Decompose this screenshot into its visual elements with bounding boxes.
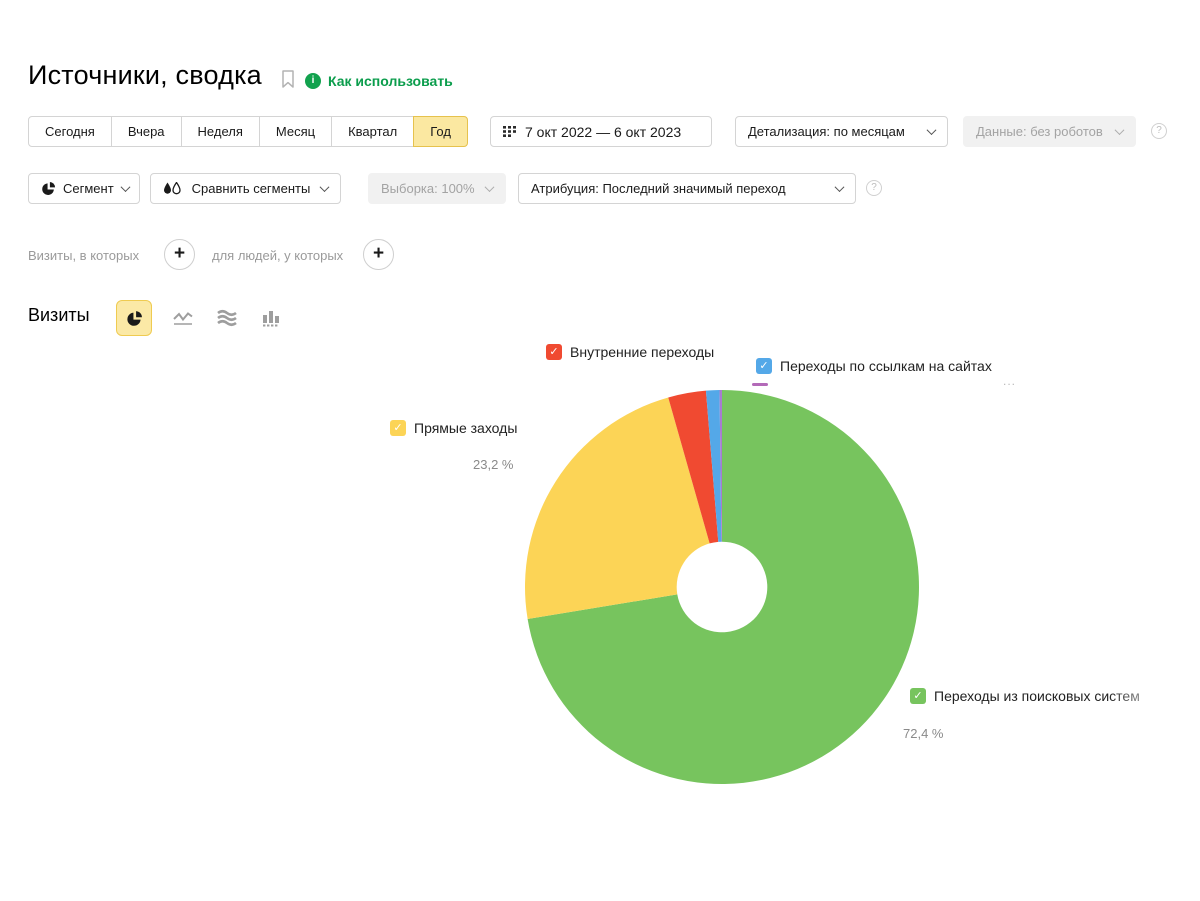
legend-hidden-dash[interactable] — [752, 383, 768, 386]
legend-label-search[interactable]: Переходы из поисковых систем — [934, 688, 1140, 704]
date-range-button[interactable]: 7 окт 2022 — 6 окт 2023 — [490, 116, 712, 147]
pie-slice[interactable] — [524, 397, 710, 620]
help-question-icon[interactable]: ? — [1151, 123, 1167, 139]
attribution-dropdown[interactable]: Атрибуция: Последний значимый переход — [518, 173, 856, 204]
line-chart-icon — [172, 310, 194, 327]
sampling-value: Выборка: 100% — [381, 181, 475, 196]
date-range-value: 7 окт 2022 — 6 окт 2023 — [525, 123, 682, 140]
compare-drops-icon — [163, 181, 182, 196]
pie-chart-icon — [126, 310, 143, 327]
chart-type-pie-button[interactable] — [116, 300, 152, 336]
help-question-icon[interactable]: ? — [866, 180, 882, 196]
legend-truncated-ellipsis: ... — [1003, 374, 1017, 388]
chart-type-line-button[interactable] — [165, 300, 201, 336]
legend-label-direct[interactable]: Прямые заходы — [414, 420, 518, 436]
chevron-down-icon — [120, 182, 131, 193]
period-tab-quarter[interactable]: Квартал — [331, 116, 415, 147]
pie-slice[interactable] — [705, 390, 722, 542]
how-to-use-link[interactable]: Как использовать — [328, 73, 453, 89]
pie-chart — [524, 390, 919, 784]
chart-type-columns-button[interactable] — [253, 300, 289, 336]
period-tab-week[interactable]: Неделя — [180, 116, 260, 147]
add-visit-filter-button[interactable]: + — [164, 239, 195, 270]
legend-checkbox-direct[interactable]: ✓ — [390, 420, 406, 436]
pct-search: 72,4 % — [903, 726, 944, 741]
segment-button[interactable]: Сегмент — [28, 173, 140, 204]
data-mode-dropdown[interactable]: Данные: без роботов — [963, 116, 1136, 147]
page-title: Источники, сводка — [28, 60, 262, 90]
period-tabs: Сегодня Вчера Неделя Месяц Квартал Год — [28, 116, 468, 147]
segment-pie-icon — [41, 181, 56, 196]
legend-checkbox-search[interactable]: ✓ — [910, 688, 926, 704]
stacked-area-icon — [216, 309, 238, 327]
period-tab-month[interactable]: Месяц — [258, 116, 333, 147]
legend-checkbox-links[interactable]: ✓ — [756, 358, 772, 374]
detalization-dropdown[interactable]: Детализация: по месяцам — [735, 116, 948, 147]
data-mode-value: Данные: без роботов — [976, 124, 1103, 139]
compare-segments-label: Сравнить сегменты — [191, 181, 311, 196]
info-icon: i — [305, 73, 321, 89]
calendar-icon — [503, 125, 516, 138]
legend-label-links[interactable]: Переходы по ссылкам на сайтах — [780, 358, 992, 374]
chart-type-area-button[interactable] — [209, 300, 245, 336]
chevron-down-icon — [834, 182, 845, 193]
legend-label-internal[interactable]: Внутренние переходы — [570, 344, 715, 360]
column-chart-icon — [261, 309, 281, 327]
period-tab-yesterday[interactable]: Вчера — [110, 116, 182, 147]
chevron-down-icon — [926, 125, 937, 136]
visits-filter-label: Визиты, в которых — [28, 248, 140, 263]
period-tab-today[interactable]: Сегодня — [28, 116, 112, 147]
period-tab-year[interactable]: Год — [413, 116, 468, 147]
attribution-value: Атрибуция: Последний значимый переход — [531, 181, 786, 196]
segment-label: Сегмент — [63, 181, 114, 196]
compare-segments-button[interactable]: Сравнить сегменты — [150, 173, 341, 204]
pie-slice[interactable] — [527, 390, 919, 784]
add-people-filter-button[interactable]: + — [363, 239, 394, 270]
pct-direct: 23,2 % — [473, 457, 514, 472]
people-filter-label: для людей, у которых — [212, 248, 344, 263]
detalization-value: Детализация: по месяцам — [748, 124, 905, 139]
chevron-down-icon — [319, 182, 330, 193]
legend-checkbox-internal[interactable]: ✓ — [546, 344, 562, 360]
pie-slice[interactable] — [668, 390, 719, 544]
sampling-dropdown[interactable]: Выборка: 100% — [368, 173, 506, 204]
pie-slice[interactable] — [719, 390, 722, 542]
chevron-down-icon — [484, 182, 495, 193]
chevron-down-icon — [1114, 125, 1125, 136]
bookmark-icon[interactable] — [281, 70, 295, 88]
metric-label: Визиты — [28, 305, 90, 325]
